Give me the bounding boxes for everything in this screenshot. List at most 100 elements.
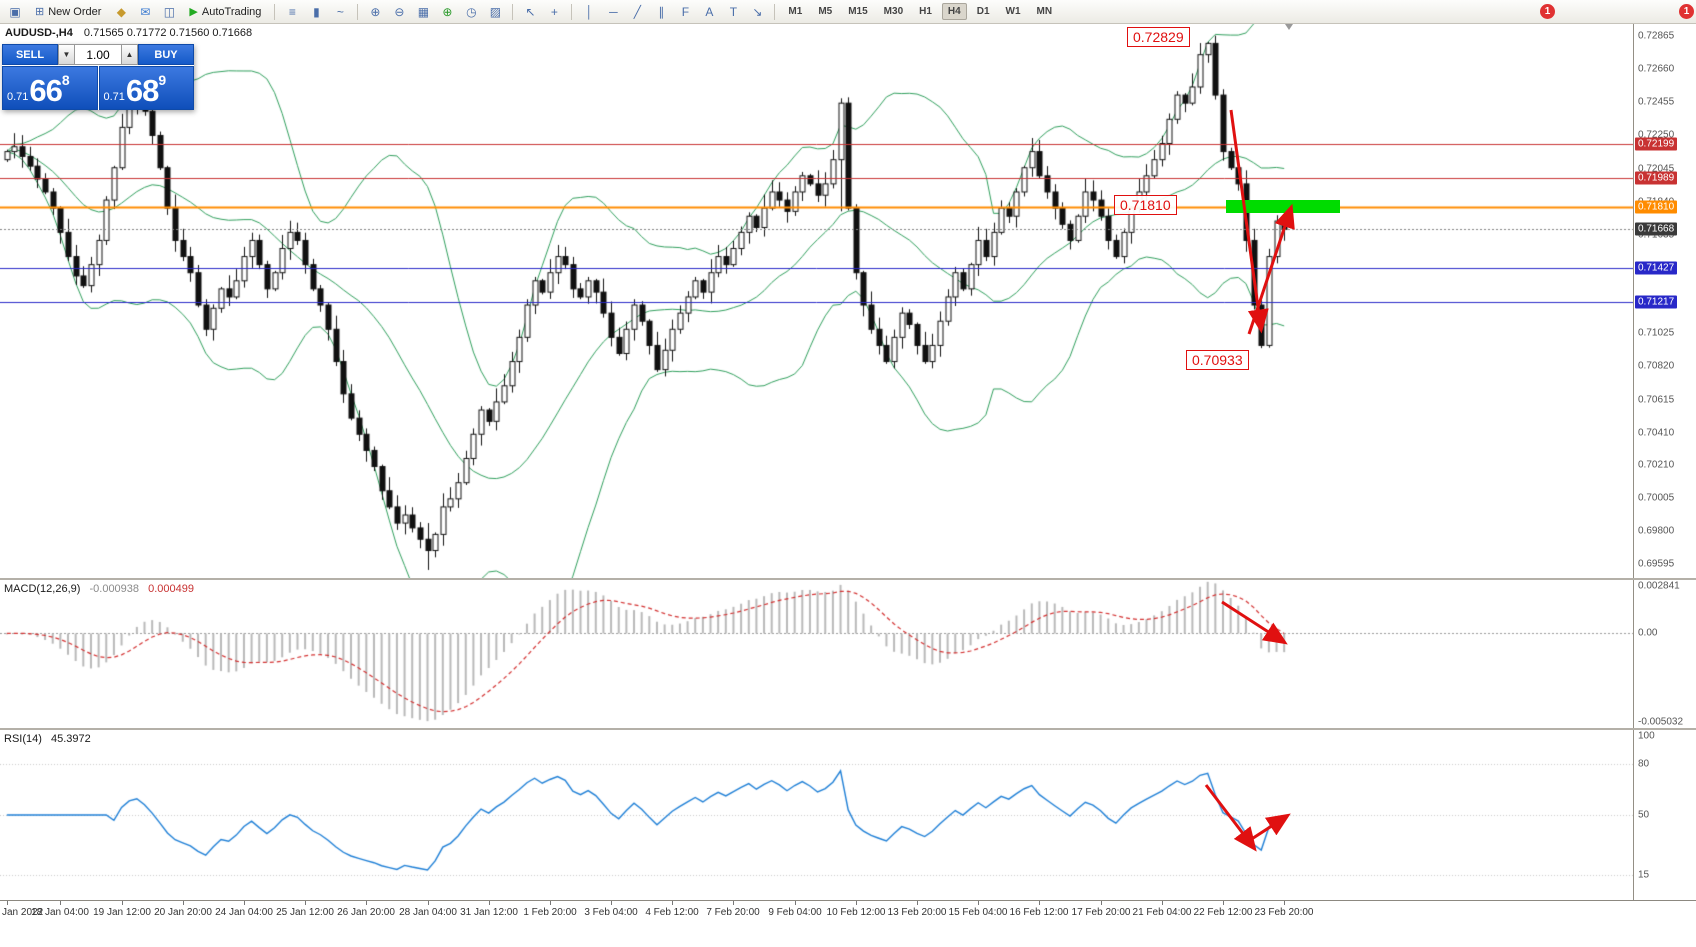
- chart-shift-marker[interactable]: [1285, 24, 1293, 30]
- mail-icon-glyph: ✉: [140, 4, 151, 19]
- time-axis-label: 21 Feb 04:00: [1132, 907, 1192, 918]
- main-chart-canvas[interactable]: [0, 24, 1633, 578]
- new-order-button[interactable]: ⊞ New Order: [28, 3, 108, 20]
- time-axis-label: 31 Jan 12:00: [460, 907, 518, 918]
- arrow-object-icon[interactable]: ↘: [746, 1, 768, 22]
- macd-axis-label: 0.002841: [1638, 580, 1680, 592]
- line-chart-icon[interactable]: ~: [329, 1, 351, 22]
- autotrading-button[interactable]: ▶ AutoTrading: [182, 3, 268, 20]
- ohlc-values: 0.71565 0.71772 0.71560 0.71668: [83, 27, 253, 39]
- time-axis-label: 19 Jan 12:00: [93, 907, 151, 918]
- bar-chart-icon[interactable]: ≡: [281, 1, 303, 22]
- macd-axis-label: 0.00: [1638, 627, 1658, 639]
- time-axis-label: 28 Jan 04:00: [399, 907, 457, 918]
- channel-icon[interactable]: ∥: [650, 1, 672, 22]
- ask-prefix: 0.71: [103, 91, 125, 103]
- metaeditor-icon[interactable]: ◆: [110, 1, 132, 22]
- rsi-canvas[interactable]: [0, 730, 1633, 900]
- volume-decrease-button[interactable]: ▼: [58, 44, 75, 65]
- time-tick: [917, 901, 918, 905]
- time-tick: [1162, 901, 1163, 905]
- time-axis-label: 3 Feb 04:00: [584, 907, 638, 918]
- volume-increase-button[interactable]: ▲: [121, 44, 138, 65]
- crosshair-icon[interactable]: +: [543, 1, 565, 22]
- indicators-icon[interactable]: ⊕: [436, 1, 458, 22]
- cursor-icon[interactable]: ↖: [519, 1, 541, 22]
- timeframe-button-h1[interactable]: H1: [919, 6, 932, 17]
- zoom-in-icon[interactable]: ⊕: [364, 1, 386, 22]
- notifications-badge[interactable]: 1: [1540, 4, 1555, 19]
- trendline-icon[interactable]: ╱: [626, 1, 648, 22]
- sell-button[interactable]: SELL: [2, 44, 58, 65]
- zoom-out-icon-glyph: ⊖: [394, 4, 405, 19]
- price-axis-label: 0.72045: [1638, 163, 1675, 175]
- time-tick: [550, 901, 551, 905]
- candlestick-chart-icon[interactable]: ▮: [305, 1, 327, 22]
- time-axis-label: 17 Feb 20:00: [1071, 907, 1131, 918]
- time-tick: [60, 901, 61, 905]
- ask-quote[interactable]: 0.71 68 9: [98, 66, 194, 110]
- fibonacci-icon-glyph: F: [681, 4, 690, 19]
- highlight-zone[interactable]: [1226, 200, 1340, 213]
- arrow-object-icon-glyph: ↘: [752, 4, 763, 19]
- bid-prefix: 0.71: [7, 91, 29, 103]
- bid-big-digits: 66: [29, 73, 62, 108]
- time-tick: [1039, 901, 1040, 905]
- time-tick: [428, 901, 429, 905]
- toolbar: ▣ ⊞ New Order ◆ ✉ ◫ ▶ AutoTrading ≡ ▮ ~ ⊕ ⊖ ▦ ⊕ ◷ ▨ ↖ + │ ─ ╱…: [0, 0, 1696, 24]
- price-axis-label: 0.72250: [1638, 129, 1675, 141]
- time-axis-label: Jan 2022: [2, 907, 44, 918]
- macd-canvas[interactable]: [0, 580, 1633, 728]
- price-axis-badge: 0.71989: [1635, 171, 1678, 185]
- vertical-line-icon-glyph: │: [585, 4, 594, 19]
- price-axis-label: 0.72455: [1638, 96, 1675, 108]
- time-axis-label: 22 Feb 12:00: [1193, 907, 1253, 918]
- time-tick: [305, 901, 306, 905]
- timeframe-button-m15[interactable]: M15: [848, 6, 868, 17]
- crosshair-icon-glyph: +: [550, 4, 558, 19]
- autotrading-button-label: AutoTrading: [201, 5, 262, 18]
- toolbar-separator: [512, 3, 514, 20]
- periods-icon-glyph: ◷: [466, 4, 477, 19]
- price-axis-label: 0.70410: [1638, 427, 1675, 439]
- price-annotation[interactable]: 0.71810: [1114, 195, 1177, 215]
- periods-icon[interactable]: ◷: [460, 1, 482, 22]
- templates-icon[interactable]: ▨: [484, 1, 506, 22]
- text-label-icon[interactable]: T: [722, 1, 744, 22]
- price-axis-label: 0.72660: [1638, 63, 1675, 75]
- time-tick: [489, 901, 490, 905]
- timeframe-button-m1[interactable]: M1: [788, 6, 803, 17]
- bid-quote[interactable]: 0.71 66 8: [2, 66, 98, 110]
- corner-notifications-badge[interactable]: 1: [1679, 4, 1694, 19]
- time-axis-label: 24 Jan 04:00: [215, 907, 273, 918]
- templates-icon-glyph: ▨: [489, 4, 502, 19]
- new-chart-icon[interactable]: ▣: [4, 1, 26, 22]
- price-axis-label: 0.72865: [1638, 30, 1675, 42]
- mail-icon[interactable]: ✉: [134, 1, 156, 22]
- timeframe-button-m5[interactable]: M5: [818, 6, 833, 17]
- timeframe-button-mn[interactable]: MN: [1036, 6, 1053, 17]
- vertical-line-icon[interactable]: │: [578, 1, 600, 22]
- fibonacci-icon[interactable]: F: [674, 1, 696, 22]
- time-tick: [244, 901, 245, 905]
- horizontal-line-icon[interactable]: ─: [602, 1, 624, 22]
- one-click-trade-panel: SELL ▼ ▲ BUY 0.71 66 8 0.71 68 9: [2, 44, 194, 110]
- zoom-out-icon[interactable]: ⊖: [388, 1, 410, 22]
- timeframe-button-w1[interactable]: W1: [1005, 6, 1021, 17]
- rsi-axis-label: 100: [1638, 730, 1655, 742]
- tile-windows-icon[interactable]: ▦: [412, 1, 434, 22]
- text-icon[interactable]: A: [698, 1, 720, 22]
- price-annotation[interactable]: 0.70933: [1186, 350, 1249, 370]
- timeframe-button-h4[interactable]: H4: [941, 3, 967, 20]
- market-watch-icon[interactable]: ◫: [158, 1, 180, 22]
- toolbar-items: ▣ ⊞ New Order ◆ ✉ ◫ ▶ AutoTrading ≡ ▮ ~ ⊕ ⊖ ▦ ⊕ ◷ ▨ ↖ + │ ─ ╱…: [4, 1, 1059, 22]
- timeframe-button-d1[interactable]: D1: [976, 6, 990, 17]
- price-axis-label: 0.70820: [1638, 360, 1675, 372]
- volume-input[interactable]: [75, 44, 121, 65]
- time-axis-label: 4 Feb 12:00: [645, 907, 699, 918]
- macd-panel: MACD(12,26,9) -0.000938 0.000499 0.00284…: [0, 578, 1696, 728]
- buy-button[interactable]: BUY: [138, 44, 194, 65]
- price-annotation[interactable]: 0.72829: [1127, 27, 1190, 47]
- time-tick: [366, 901, 367, 905]
- timeframe-button-m30[interactable]: M30: [883, 6, 904, 17]
